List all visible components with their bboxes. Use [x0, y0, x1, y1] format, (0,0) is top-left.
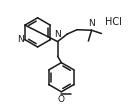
Text: O: O: [58, 94, 65, 103]
Text: HCl: HCl: [105, 17, 121, 27]
Text: N: N: [88, 19, 95, 28]
Text: N: N: [54, 30, 61, 39]
Text: N: N: [17, 35, 24, 44]
